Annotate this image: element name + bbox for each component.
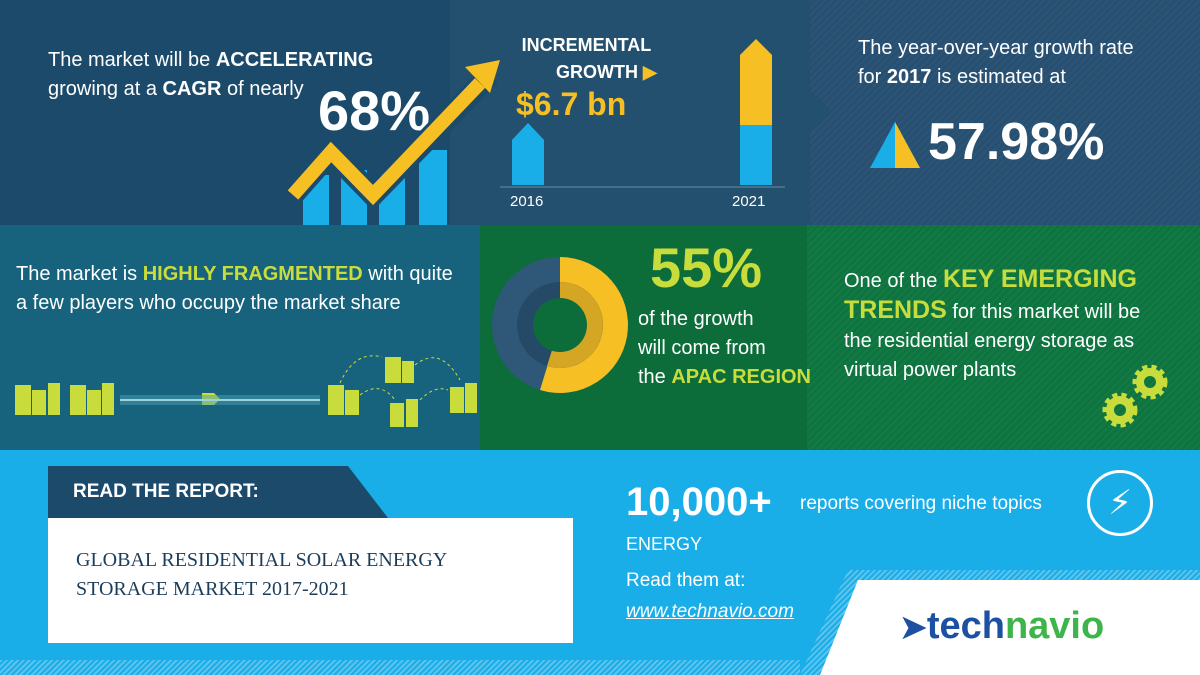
triangle-icon <box>870 122 920 168</box>
year-start: 2016 <box>510 193 544 210</box>
apac-donut-chart <box>492 257 628 393</box>
yoy-value: 57.98% <box>928 113 1105 171</box>
report-count-desc: reports covering niche topics <box>800 493 1042 514</box>
logo-area <box>820 580 1200 675</box>
fragmented-text: The market is HIGHLY FRAGMENTED with qui… <box>16 263 453 314</box>
yoy-panel <box>810 0 1200 225</box>
apac-text: of the growth will come from the APAC REG… <box>638 308 811 388</box>
report-title-box[interactable]: GLOBAL RESIDENTIAL SOLAR ENERGY STORAGE M… <box>48 518 573 643</box>
cagr-text: The market will be ACCELERATING growing … <box>48 49 374 100</box>
bottom-stripe <box>0 660 800 675</box>
technavio-logo: ➤technavio <box>900 605 1105 647</box>
technavio-link[interactable]: www.technavio.com <box>626 601 794 622</box>
read-at: Read them at: <box>626 570 746 591</box>
read-report-tab: READ THE REPORT: <box>48 466 348 518</box>
bar-2016 <box>512 123 544 185</box>
report-count: 10,000+ <box>626 480 772 524</box>
incremental-value: $6.7 bn <box>516 86 627 122</box>
year-end: 2021 <box>732 193 766 210</box>
lightning-icon: ⚡︎ <box>1087 470 1153 536</box>
gears-icon <box>1102 364 1168 428</box>
apac-value: 55% <box>650 236 763 299</box>
yoy-text: The year-over-year growth rate for 2017 … <box>858 37 1134 88</box>
incremental-bar-chart <box>500 39 785 188</box>
tab-slant <box>348 466 388 518</box>
arrow-divider <box>810 90 832 134</box>
category: ENERGY <box>626 534 703 554</box>
cagr-value: 68% <box>318 79 431 142</box>
incremental-label: INCREMENTAL GROWTH ▶ <box>521 35 657 82</box>
buildings-illustration <box>15 355 477 427</box>
trends-text: One of the KEY EMERGING TRENDS for this … <box>844 265 1141 381</box>
growth-arrow-chart-icon <box>285 60 500 225</box>
